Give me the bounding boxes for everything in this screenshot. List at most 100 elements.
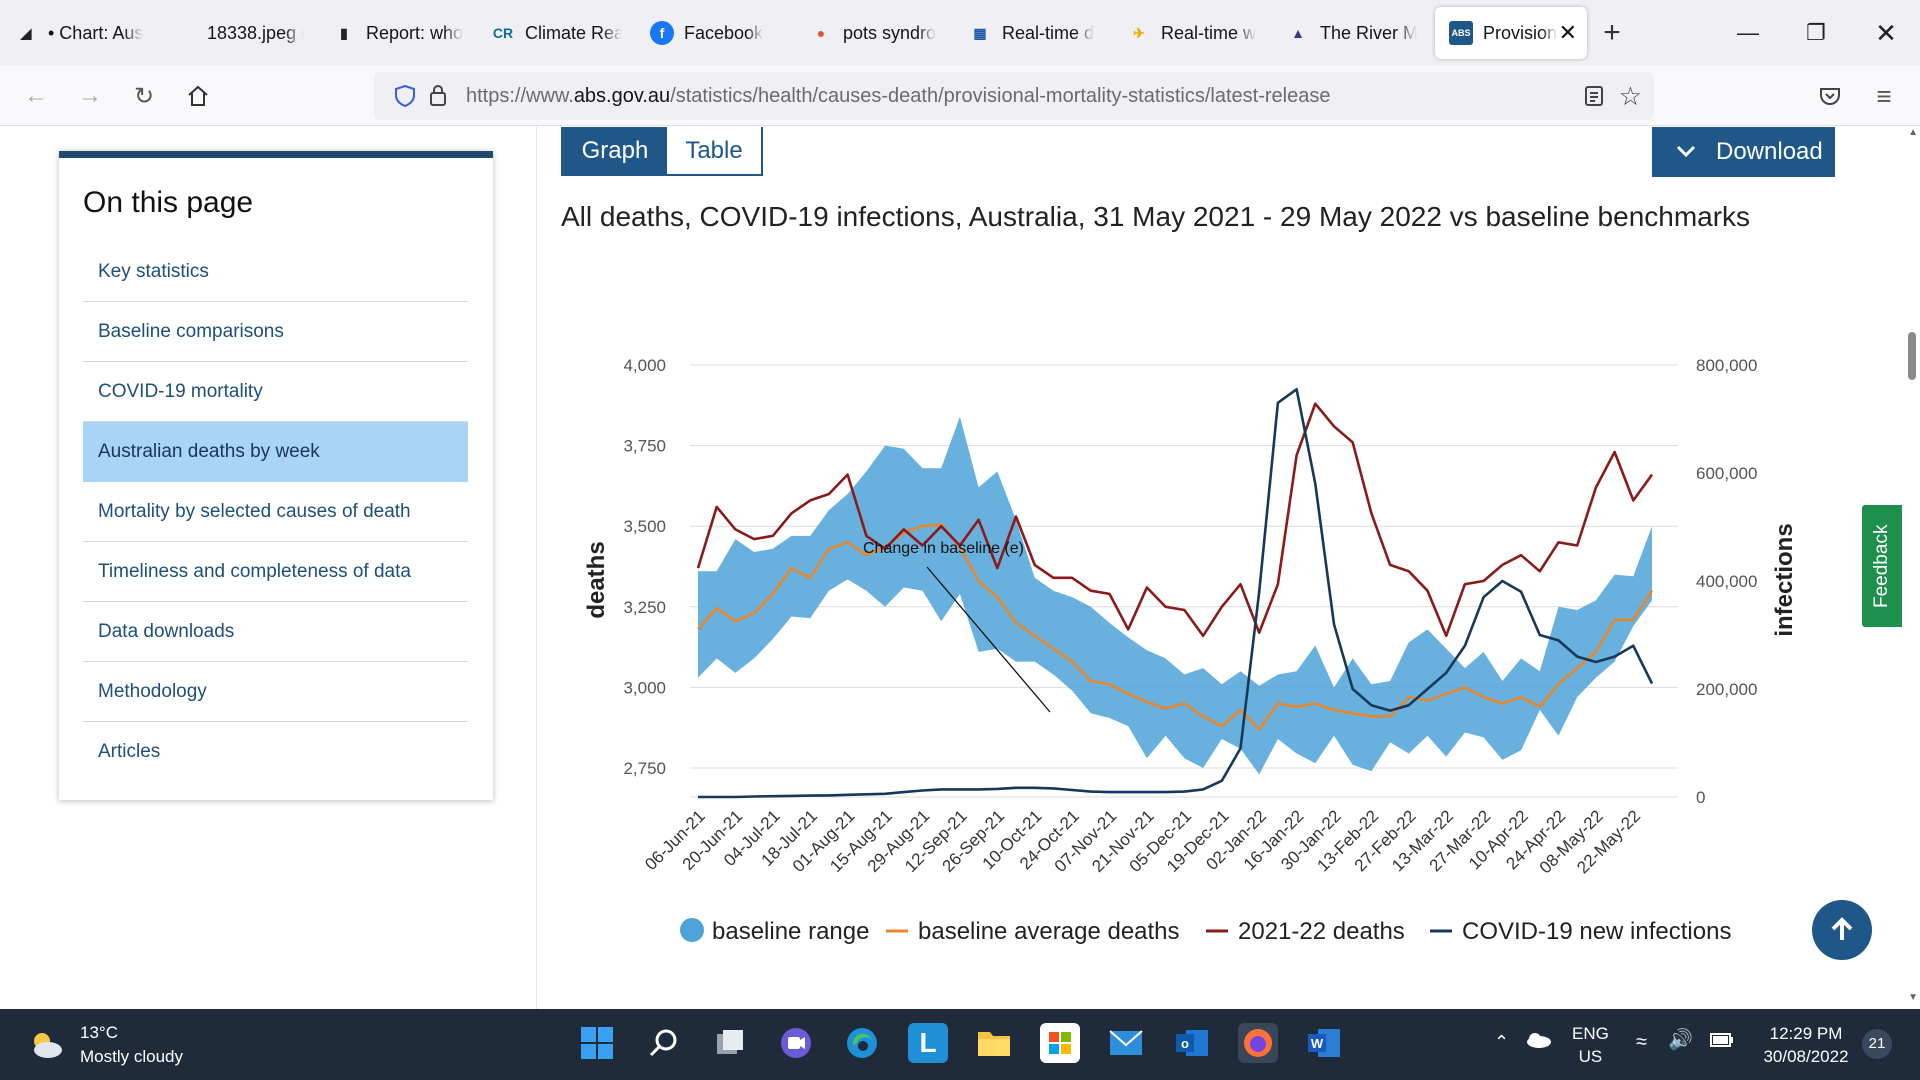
svg-text:W: W — [1311, 1036, 1324, 1051]
baseline-range-band — [698, 416, 1652, 775]
y2-tick-label: 400,000 — [1696, 572, 1757, 591]
restore-icon[interactable]: ❐ — [1806, 20, 1826, 45]
sidebar-link[interactable]: Key statistics — [83, 242, 468, 302]
firefox-icon[interactable] — [1238, 1023, 1278, 1063]
launcher-l-icon[interactable]: L — [908, 1023, 948, 1063]
y2-axis-title: infections — [1771, 523, 1798, 636]
y-tick-label: 4,000 — [623, 356, 666, 375]
volume-icon[interactable]: 🔊 — [1668, 1029, 1693, 1051]
browser-tab[interactable]: ▮ Report: who — [318, 7, 477, 59]
browser-tab[interactable]: ◢ • Chart: Aus — [0, 7, 159, 59]
bookmark-star-icon[interactable]: ☆ — [1618, 81, 1642, 111]
pocket-icon[interactable] — [1812, 78, 1848, 114]
file-explorer-icon[interactable] — [974, 1023, 1014, 1063]
language-indicator[interactable]: ENG US — [1572, 1022, 1609, 1068]
page-scrollbar[interactable]: ▲ ▼ — [1904, 127, 1920, 1009]
close-tab-icon[interactable]: ✕ — [1558, 20, 1577, 45]
address-bar[interactable]: https://www.abs.gov.au/statistics/health… — [374, 72, 1654, 120]
tab-label: Facebook — [684, 22, 764, 43]
y-tick-label: 3,250 — [623, 598, 666, 617]
tab-label: The River M — [1320, 22, 1417, 43]
new-tab-button[interactable]: + — [1603, 16, 1621, 49]
shield-icon[interactable] — [394, 84, 416, 113]
tab-label: Real-time d — [1002, 22, 1095, 43]
annotation-text: Change in baseline (e) — [863, 540, 1024, 557]
chart-icon: ◢ — [20, 24, 32, 41]
close-window-icon[interactable]: ✕ — [1875, 17, 1897, 48]
weather-widget[interactable]: 13°C Mostly cloudy — [28, 1021, 183, 1069]
page-content: On this page Key statistics Baseline comp… — [0, 127, 1920, 1009]
y-tick-label: 3,750 — [623, 437, 666, 456]
browser-tab[interactable]: 18338.jpeg (JPE — [159, 7, 318, 59]
wifi-icon[interactable]: ≈ — [1636, 1031, 1647, 1053]
clock-date: 30/08/2022 — [1763, 1047, 1849, 1066]
y2-tick-label: 600,000 — [1696, 464, 1757, 483]
scrollbar-thumb[interactable] — [1908, 332, 1916, 380]
scroll-up-icon[interactable]: ▲ — [1908, 127, 1918, 138]
table-tab[interactable]: Table — [667, 127, 761, 174]
sidebar-link[interactable]: Mortality by selected causes of death — [83, 482, 468, 542]
on-this-page-panel: On this page Key statistics Baseline comp… — [59, 151, 493, 800]
back-icon[interactable]: ← — [24, 82, 48, 109]
clock[interactable]: 12:29 PM 30/08/2022 — [1756, 1022, 1856, 1068]
legend-baseline-range-marker — [680, 918, 704, 942]
y-axis-title: deaths — [583, 541, 610, 618]
home-icon[interactable] — [180, 78, 216, 114]
sidebar-link[interactable]: COVID-19 mortality — [83, 362, 468, 422]
reload-icon[interactable]: ↻ — [133, 82, 155, 110]
sidebar-link[interactable]: Data downloads — [83, 602, 468, 662]
arrow-up-icon — [1831, 917, 1853, 940]
river-icon: ▲ — [1291, 25, 1305, 41]
task-view-icon[interactable] — [710, 1023, 750, 1063]
search-icon[interactable] — [644, 1023, 684, 1063]
notification-badge[interactable]: 21 — [1862, 1029, 1892, 1059]
report-icon: ▮ — [340, 24, 348, 41]
onedrive-icon[interactable] — [1524, 1031, 1552, 1055]
sidebar-link[interactable]: Methodology — [83, 662, 468, 722]
tab-label: Real-time w — [1161, 22, 1257, 43]
word-icon[interactable]: W — [1304, 1023, 1344, 1063]
graph-tab[interactable]: Graph — [563, 127, 667, 174]
show-hidden-icons[interactable]: ⌃ — [1494, 1032, 1510, 1052]
on-this-page-links: Key statistics Baseline comparisons COVID-… — [83, 242, 468, 782]
y2-tick-label: 0 — [1696, 788, 1705, 807]
lock-icon[interactable] — [428, 83, 448, 112]
duckduckgo-icon: ● — [816, 25, 826, 41]
browser-tab[interactable]: f Facebook — [636, 7, 795, 59]
battery-icon[interactable] — [1710, 1031, 1734, 1054]
abs-icon: ABS — [1449, 21, 1473, 45]
minimize-icon[interactable]: — — [1737, 20, 1759, 45]
menu-icon[interactable]: ≡ — [1876, 80, 1892, 111]
back-to-top-button[interactable] — [1812, 900, 1872, 960]
climate-icon: CR — [492, 25, 514, 41]
deaths-2021-22-line — [696, 402, 1654, 638]
annotation-pointer — [926, 566, 1051, 713]
browser-tab[interactable]: ABS Provision ✕ — [1435, 7, 1587, 59]
start-icon[interactable] — [577, 1023, 617, 1063]
feedback-tab[interactable]: Feedback — [1862, 505, 1902, 627]
tab-label: 18338.jpeg (JPE — [207, 22, 304, 43]
browser-tab[interactable]: CR Climate Rea — [477, 7, 636, 59]
mail-icon[interactable] — [1106, 1023, 1146, 1063]
sidebar-link[interactable]: Australian deaths by week — [83, 422, 468, 482]
download-button[interactable]: Download — [1652, 127, 1835, 177]
tab-label: Report: who — [366, 22, 463, 43]
covid-infections-line — [698, 388, 1654, 799]
sidebar-link[interactable]: Baseline comparisons — [83, 302, 468, 362]
browser-tab[interactable]: ▲ The River M — [1272, 7, 1431, 59]
weather-text: Mostly cloudy — [80, 1047, 183, 1066]
reader-view-icon[interactable] — [1584, 84, 1604, 113]
scroll-down-icon[interactable]: ▼ — [1908, 992, 1918, 1003]
store-icon[interactable] — [1040, 1023, 1080, 1063]
svg-text:o: o — [1181, 1036, 1189, 1051]
browser-tab[interactable]: ✈ Real-time w — [1113, 7, 1272, 59]
sidebar-link[interactable]: Articles — [98, 741, 161, 762]
browser-tab[interactable]: ▦ Real-time d — [954, 7, 1113, 59]
sidebar-link[interactable]: Timeliness and completeness of data — [83, 542, 468, 602]
edge-icon[interactable] — [842, 1023, 882, 1063]
outlook-icon[interactable]: o — [1172, 1023, 1212, 1063]
browser-tab[interactable]: ● pots syndro — [795, 7, 954, 59]
deaths-infections-chart: 4,000 3,750 3,500 3,250 3,000 2,750 800,000 600… — [583, 356, 1798, 945]
forward-icon[interactable]: → — [78, 82, 102, 109]
teams-chat-icon[interactable] — [776, 1023, 816, 1063]
